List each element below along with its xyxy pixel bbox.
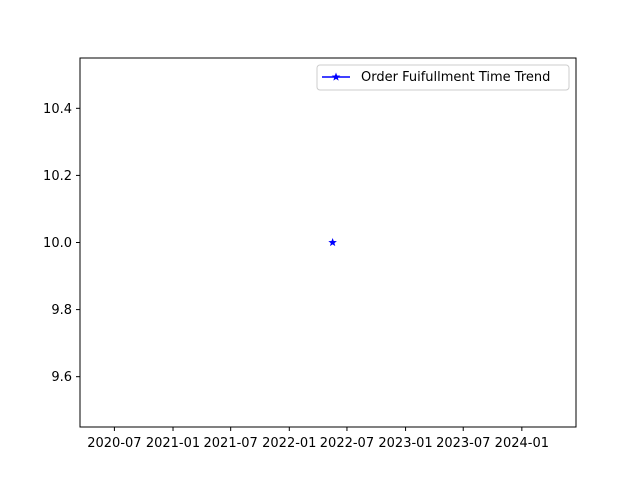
legend-box bbox=[316, 64, 570, 91]
legend: Order Fuifullment Time Trend bbox=[316, 64, 570, 91]
x-tick-label: 2023-01 bbox=[378, 436, 432, 451]
x-tick-label: 2022-07 bbox=[320, 436, 374, 451]
x-tick-label: 2020-07 bbox=[87, 436, 141, 451]
plot-frame bbox=[79, 57, 577, 428]
y-tick-label: 10.2 bbox=[43, 169, 72, 184]
y-tick-label: 10.0 bbox=[43, 236, 72, 251]
y-axis: 9.6 9.8 10.0 10.2 10.4 bbox=[43, 102, 80, 385]
x-tick-label: 2023-07 bbox=[436, 436, 490, 451]
legend-label: Order Fuifullment Time Trend bbox=[361, 70, 550, 85]
legend-star-icon bbox=[331, 72, 341, 81]
x-tick-label: 2021-01 bbox=[146, 436, 200, 451]
y-tick-label: 10.4 bbox=[43, 102, 72, 117]
series-layer bbox=[328, 238, 337, 247]
x-tick-label: 2024-01 bbox=[495, 436, 549, 451]
x-tick-label: 2022-01 bbox=[262, 436, 316, 451]
plot-area bbox=[80, 58, 576, 427]
y-tick-label: 9.8 bbox=[51, 303, 72, 318]
y-tick-label: 9.6 bbox=[51, 370, 72, 385]
data-point-star bbox=[328, 238, 337, 247]
x-axis: 2020-07 2021-01 2021-07 2022-01 2022-07 2023-… bbox=[87, 427, 549, 451]
x-tick-label: 2021-07 bbox=[204, 436, 258, 451]
